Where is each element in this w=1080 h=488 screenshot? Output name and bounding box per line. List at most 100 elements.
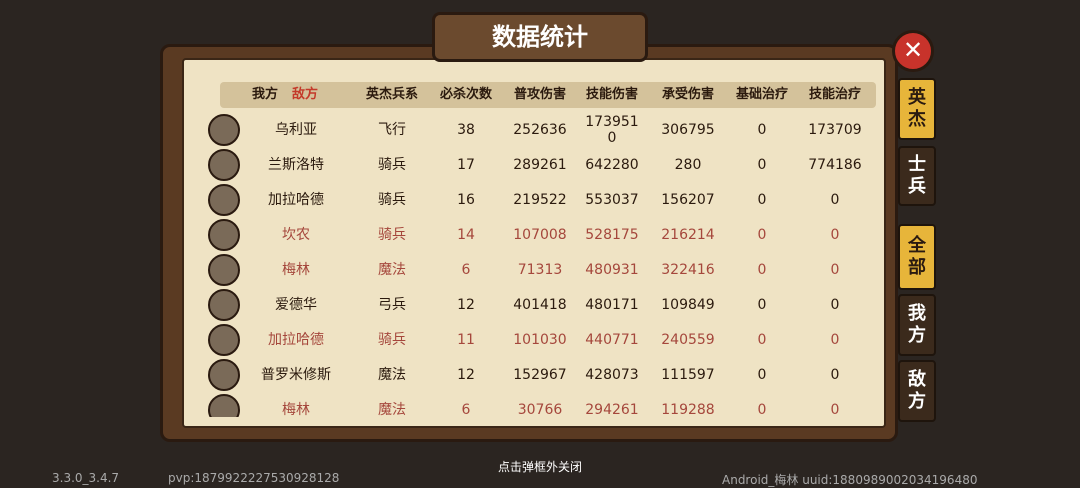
stat-cell: 480171 bbox=[585, 296, 639, 313]
stat-cell: 弓兵 bbox=[378, 296, 406, 313]
stat-cell: 骑兵 bbox=[378, 226, 406, 243]
stat-cell: 骑兵 bbox=[378, 156, 406, 173]
stat-cell: 12 bbox=[457, 366, 475, 383]
hero-avatar bbox=[208, 359, 240, 391]
stat-cell: 156207 bbox=[661, 191, 715, 208]
stat-cell: 528175 bbox=[585, 226, 639, 243]
stat-cell: 109849 bbox=[661, 296, 715, 313]
stat-cell: 魔法 bbox=[378, 261, 406, 278]
stat-cell: 480931 bbox=[585, 261, 639, 278]
stat-cell: 71313 bbox=[517, 261, 563, 278]
stat-cell: 240559 bbox=[661, 331, 715, 348]
hero-avatar bbox=[208, 149, 240, 181]
stat-cell: 294261 bbox=[585, 401, 639, 418]
stat-cell: 6 bbox=[461, 261, 471, 278]
stat-cell: 30766 bbox=[517, 401, 563, 418]
tab-soldier[interactable]: 士兵 bbox=[898, 146, 936, 206]
stat-cell: 0 bbox=[830, 191, 840, 208]
hero-name: 加拉哈德 bbox=[268, 331, 324, 348]
pvp-id: pvp:1879922227530928128 bbox=[168, 471, 340, 485]
stat-cell: 魔法 bbox=[378, 366, 406, 383]
version: 3.3.0_3.4.7 bbox=[52, 471, 120, 485]
stat-cell: 12 bbox=[457, 296, 475, 313]
stat-cell: 440771 bbox=[585, 331, 639, 348]
stat-cell: 0 bbox=[757, 191, 767, 208]
stat-cell: 0 bbox=[830, 331, 840, 348]
stat-cell: 428073 bbox=[585, 366, 639, 383]
panel-paper bbox=[182, 58, 886, 428]
table-row: 兰斯洛特 骑兵 17 289261 642280 280 0 774186 bbox=[200, 147, 876, 182]
stat-cell: 216214 bbox=[661, 226, 715, 243]
stat-cell: 38 bbox=[457, 121, 475, 138]
stat-cell: 0 bbox=[830, 261, 840, 278]
hero-avatar bbox=[208, 254, 240, 286]
stat-cell: 0 bbox=[830, 401, 840, 418]
header-bar bbox=[220, 82, 876, 108]
table-row: 普罗米修斯 魔法 12 152967 428073 111597 0 0 bbox=[200, 357, 876, 392]
stat-cell: 119288 bbox=[661, 401, 715, 418]
stat-cell: 16 bbox=[457, 191, 475, 208]
stat-cell: 107008 bbox=[513, 226, 567, 243]
tab-ours[interactable]: 我方 bbox=[898, 294, 936, 356]
stat-cell: 0 bbox=[757, 121, 767, 138]
stat-cell: 17 bbox=[457, 156, 475, 173]
stat-cell: 152967 bbox=[513, 366, 567, 383]
stat-cell: 173709 bbox=[808, 121, 862, 138]
side-tab-ours[interactable]: 我方 bbox=[251, 87, 278, 102]
stat-cell: 0 bbox=[757, 366, 767, 383]
stat-cell: 0 bbox=[757, 401, 767, 418]
column-header: 英杰兵系 bbox=[365, 87, 418, 102]
hero-name: 坎农 bbox=[282, 226, 310, 243]
stat-cell: 0 bbox=[757, 261, 767, 278]
stat-cell: 0 bbox=[830, 296, 840, 313]
table-row: 乌利亚 飞行 38 252636 1739510 306795 0 173709 bbox=[200, 112, 876, 147]
hero-avatar bbox=[208, 324, 240, 356]
title-banner: 数据统计 bbox=[432, 12, 648, 62]
tab-all[interactable]: 全部 bbox=[898, 224, 936, 290]
hero-name: 梅林 bbox=[282, 261, 310, 278]
stat-cell: 0 bbox=[757, 156, 767, 173]
stat-cell: 11 bbox=[457, 331, 475, 348]
stat-cell: 0 bbox=[757, 226, 767, 243]
table-row: 加拉哈德 骑兵 16 219522 553037 156207 0 0 bbox=[200, 182, 876, 217]
hero-avatar bbox=[208, 394, 240, 417]
stat-cell: 魔法 bbox=[378, 401, 406, 418]
hero-name: 加拉哈德 bbox=[268, 191, 324, 208]
column-header: 技能伤害 bbox=[585, 87, 638, 102]
hero-avatar bbox=[208, 114, 240, 146]
table-row: 爱德华 弓兵 12 401418 480171 109849 0 0 bbox=[200, 287, 876, 322]
table-row: 梅林 魔法 6 71313 480931 322416 0 0 bbox=[200, 252, 876, 287]
stat-cell: 322416 bbox=[661, 261, 715, 278]
stat-cell: 101030 bbox=[513, 331, 567, 348]
stat-cell: 252636 bbox=[513, 121, 567, 138]
table-row: 坎农 骑兵 14 107008 528175 216214 0 0 bbox=[200, 217, 876, 252]
hero-avatar bbox=[208, 184, 240, 216]
column-header: 必杀次数 bbox=[439, 87, 492, 102]
close-hint: 点击弹框外关闭 bbox=[497, 460, 582, 474]
stat-cell: 553037 bbox=[585, 191, 639, 208]
hero-avatar bbox=[208, 289, 240, 321]
stat-cell: 289261 bbox=[513, 156, 567, 173]
stat-cell: 0 bbox=[757, 296, 767, 313]
tab-enemy[interactable]: 敌方 bbox=[898, 360, 936, 422]
stat-cell: 306795 bbox=[661, 121, 715, 138]
tab-hero[interactable]: 英杰 bbox=[898, 78, 936, 140]
stat-cell: 774186 bbox=[808, 156, 862, 173]
stat-cell: 骑兵 bbox=[378, 191, 406, 208]
column-header: 基础治疗 bbox=[735, 87, 788, 102]
stat-cell: 280 bbox=[674, 156, 702, 173]
side-tab-enemy[interactable]: 敌方 bbox=[291, 87, 318, 102]
hero-avatar bbox=[208, 219, 240, 251]
column-header: 技能治疗 bbox=[808, 87, 861, 102]
device-info: Android_梅林 uuid:1880989002034196480 bbox=[722, 473, 978, 487]
column-header: 承受伤害 bbox=[661, 87, 714, 102]
stat-cell: 401418 bbox=[513, 296, 567, 313]
stat-cell: 642280 bbox=[585, 156, 639, 173]
close-button[interactable]: ✕ bbox=[892, 30, 934, 72]
stat-cell: 219522 bbox=[513, 191, 567, 208]
stat-cell: 111597 bbox=[661, 366, 715, 383]
stat-cell: 1739510 bbox=[585, 113, 639, 146]
stat-cell: 0 bbox=[830, 226, 840, 243]
stat-cell: 14 bbox=[457, 226, 475, 243]
